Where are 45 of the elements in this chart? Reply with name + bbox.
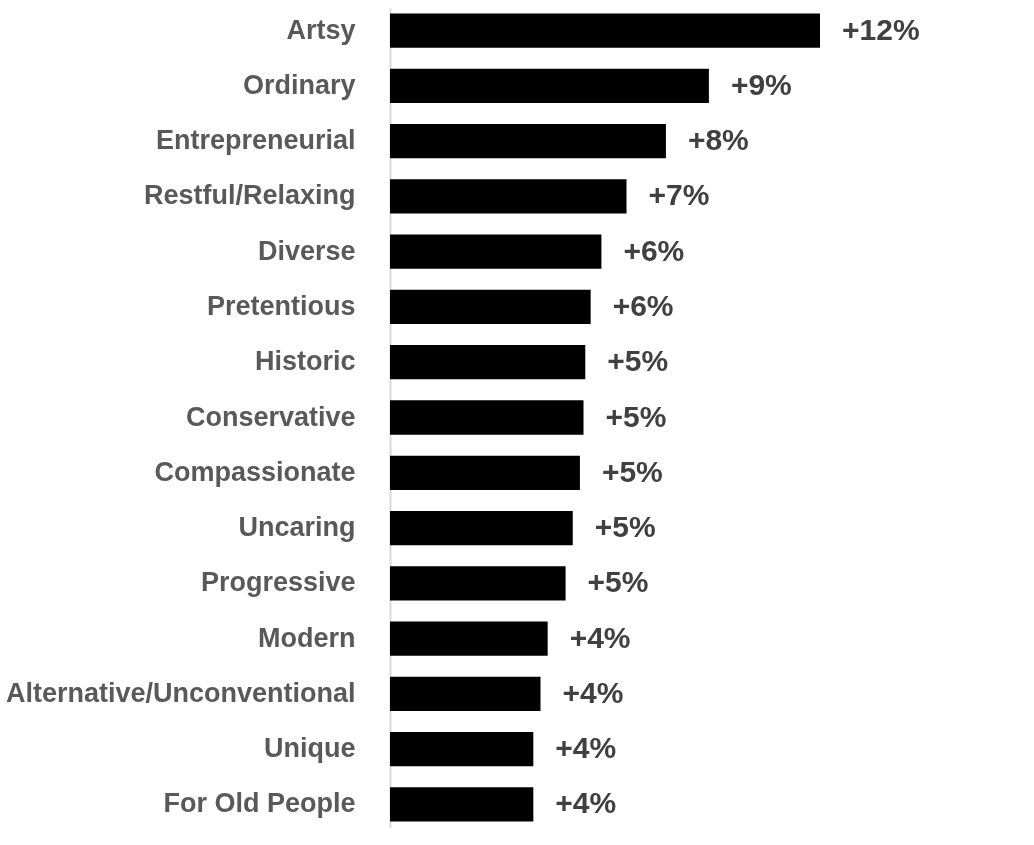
y-tick-label: Conservative [185,401,356,432]
bar [390,179,627,214]
y-tick-label: Modern [258,622,356,653]
bar [390,345,586,380]
bar [390,455,580,490]
data-label: +4% [555,731,617,765]
y-tick-label: Uncaring [238,512,356,543]
bar [390,510,573,546]
y-tick-label: Unique [264,733,356,764]
data-label: +4% [555,786,617,820]
y-tick-label: Historic [254,346,356,377]
bar [390,787,534,822]
data-label: +6% [623,233,685,267]
bar [390,400,584,435]
data-label: +4% [569,620,631,654]
data-label: +5% [605,399,667,433]
data-label: +5% [587,565,649,599]
y-tick-label: For Old People [163,788,356,819]
data-label: +9% [730,67,792,101]
data-label: +7% [648,178,710,212]
bar [390,124,666,159]
y-tick-label: Compassionate [154,456,356,487]
data-label: +5% [607,344,669,378]
data-label: +5% [601,454,663,488]
bar [390,234,602,269]
y-tick-label: Pretentious [206,290,356,321]
bar [390,289,591,325]
y-tick-label: Restful/Relaxing [143,180,356,211]
bar [390,13,820,48]
bar [390,676,541,711]
data-label: +8% [687,123,749,157]
y-tick-label: Diverse [257,235,356,266]
bar [390,566,566,601]
bar [390,731,534,767]
data-label: +6% [612,288,674,322]
y-tick-label: Alternative/Unconventional [5,677,356,708]
y-tick-label: Progressive [200,567,356,598]
y-tick-label: Artsy [286,14,356,45]
data-label: +12% [842,12,920,46]
y-tick-label: Ordinary [242,69,356,100]
bar [390,621,548,656]
data-label: +4% [562,675,624,709]
bar [390,68,709,104]
y-tick-label: Entrepreneurial [155,125,356,156]
data-label: +5% [594,510,656,544]
